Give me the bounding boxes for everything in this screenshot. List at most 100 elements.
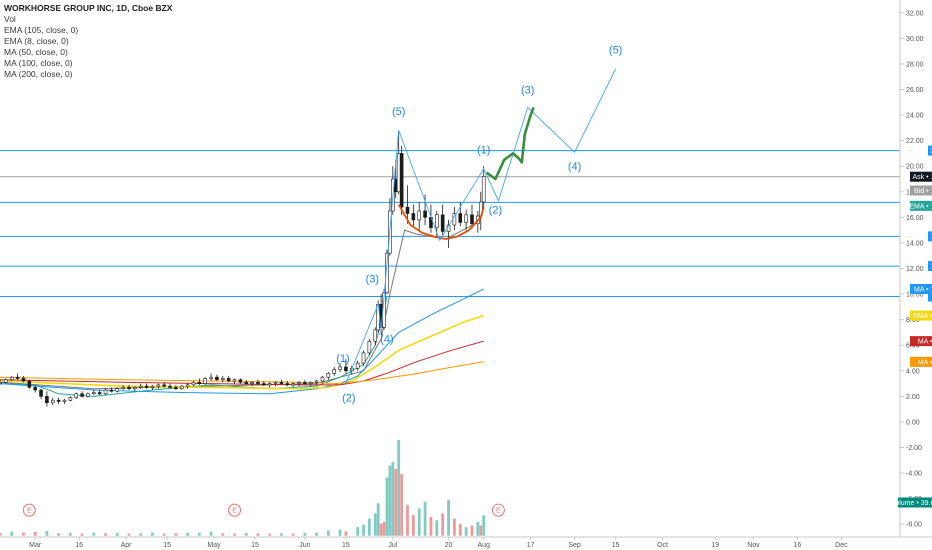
candle-body bbox=[367, 341, 372, 354]
candle-body bbox=[361, 352, 366, 364]
candle-body bbox=[405, 206, 410, 214]
y-tick-label: 10.00 bbox=[906, 292, 924, 299]
volume-bar bbox=[376, 503, 380, 536]
wave-label: (4) bbox=[380, 334, 393, 346]
price-tag-text: Volume • 39.678M bbox=[891, 500, 932, 507]
ma-line-ma100 bbox=[0, 314, 484, 390]
x-tick-label: 16 bbox=[75, 542, 83, 549]
y-tick-label: 6.00 bbox=[906, 343, 920, 350]
volume-bar bbox=[391, 462, 395, 536]
x-tick-label: May bbox=[207, 542, 221, 549]
candle-body bbox=[256, 381, 260, 384]
candle-body bbox=[209, 376, 213, 379]
wave-path bbox=[345, 68, 617, 384]
volume-bar bbox=[80, 533, 84, 536]
rounding-bottom-arc bbox=[397, 204, 485, 241]
ma-line-ema105 bbox=[0, 206, 485, 390]
wave-label: (1) bbox=[477, 144, 490, 156]
x-tick-label: 19 bbox=[711, 542, 719, 549]
volume-bar bbox=[197, 532, 201, 536]
legend-ma100[interactable]: MA (100, close, 0) bbox=[4, 58, 73, 68]
x-tick-label: 15 bbox=[342, 542, 350, 549]
y-tick-label: 0.00 bbox=[906, 419, 920, 426]
x-tick-label: 15 bbox=[163, 542, 171, 549]
drawings[interactable]: (1) (2) (3) (4) (5) (1) (2) (3) (4) (5) E E E bbox=[22, 45, 622, 517]
candle-body bbox=[56, 399, 61, 402]
volume-bar bbox=[397, 439, 401, 536]
volume-bar bbox=[441, 513, 445, 536]
candle-body bbox=[344, 366, 348, 372]
moving-averages bbox=[0, 206, 485, 397]
candle-body bbox=[9, 376, 14, 381]
candle-body bbox=[121, 387, 125, 389]
volume-bar bbox=[221, 533, 225, 536]
volume-bar bbox=[470, 525, 474, 536]
x-tick-label: Dec bbox=[835, 542, 848, 549]
price-tag-box bbox=[910, 171, 932, 182]
candle-body bbox=[279, 381, 284, 384]
volume-bar bbox=[244, 532, 248, 536]
candle-body bbox=[308, 381, 313, 384]
symbol-title[interactable]: WORKHORSE GROUP INC, 1D, Cboe BZX bbox=[4, 3, 173, 13]
candle-body bbox=[174, 387, 178, 389]
candle-body bbox=[144, 385, 149, 388]
candle-body bbox=[39, 389, 43, 397]
candle-body bbox=[338, 366, 342, 370]
volume-bar bbox=[256, 533, 260, 536]
price-tag-box bbox=[928, 145, 932, 156]
earnings-event-icon bbox=[228, 503, 242, 517]
x-tick-label: Oct bbox=[657, 542, 668, 549]
price-tag-box bbox=[910, 200, 932, 211]
price-tag-text: MA • 10.40 bbox=[914, 286, 932, 293]
volume-bar bbox=[162, 533, 166, 536]
x-tick-label: 15 bbox=[251, 542, 259, 549]
legend-ema105[interactable]: EMA (105, close, 0) bbox=[4, 25, 79, 35]
volume-bar bbox=[417, 508, 421, 536]
volume-bar bbox=[151, 532, 154, 536]
price-tag-text: 21.22 bbox=[930, 148, 932, 155]
wave-label: (2) bbox=[489, 205, 502, 217]
legend-ma50[interactable]: MA (50, close, 0) bbox=[4, 47, 68, 57]
candle-body bbox=[232, 379, 237, 382]
x-tick-label: 15 bbox=[612, 542, 620, 549]
candle-body bbox=[244, 381, 249, 384]
volume-bar bbox=[394, 468, 398, 536]
volume-bar bbox=[479, 525, 483, 536]
candle-body bbox=[385, 252, 389, 294]
candle-body bbox=[320, 376, 325, 382]
candle-body bbox=[226, 378, 231, 382]
volume-bar bbox=[92, 532, 96, 536]
volume-bar bbox=[482, 515, 486, 536]
volume-bar bbox=[476, 522, 480, 536]
forecast-path bbox=[485, 106, 535, 181]
earnings-event-label: E bbox=[232, 508, 237, 515]
candle-body bbox=[115, 388, 120, 392]
volume-bar bbox=[429, 516, 433, 536]
candle-body bbox=[0, 381, 2, 384]
legend-ma200[interactable]: MA (200, close, 0) bbox=[4, 69, 73, 79]
price-tag-box bbox=[928, 291, 932, 302]
legend-vol[interactable]: Vol bbox=[4, 14, 16, 24]
y-tick-label: 20.00 bbox=[906, 164, 924, 171]
candle-body bbox=[262, 383, 266, 386]
y-tick-label: 32.00 bbox=[906, 10, 924, 17]
legend-ema8[interactable]: EMA (8, close, 0) bbox=[4, 36, 69, 46]
horizontal-levels[interactable] bbox=[0, 150, 900, 298]
candle-body bbox=[27, 380, 32, 388]
volume-bar bbox=[291, 533, 295, 536]
volume-bar bbox=[367, 518, 371, 536]
volume-bar bbox=[400, 474, 404, 536]
candle-body bbox=[399, 153, 404, 208]
candle-body bbox=[62, 399, 67, 402]
volume-bar bbox=[423, 501, 427, 536]
volume-bar bbox=[344, 531, 348, 536]
ma-line-ma50 bbox=[0, 288, 484, 395]
candle-body bbox=[417, 210, 422, 221]
y-tick-label: 8.00 bbox=[906, 317, 920, 324]
volume-bar bbox=[104, 533, 107, 536]
candle-body bbox=[179, 385, 184, 389]
volume-bar bbox=[388, 465, 392, 536]
earnings-event-label: E bbox=[27, 508, 32, 515]
candle-body bbox=[92, 392, 96, 395]
